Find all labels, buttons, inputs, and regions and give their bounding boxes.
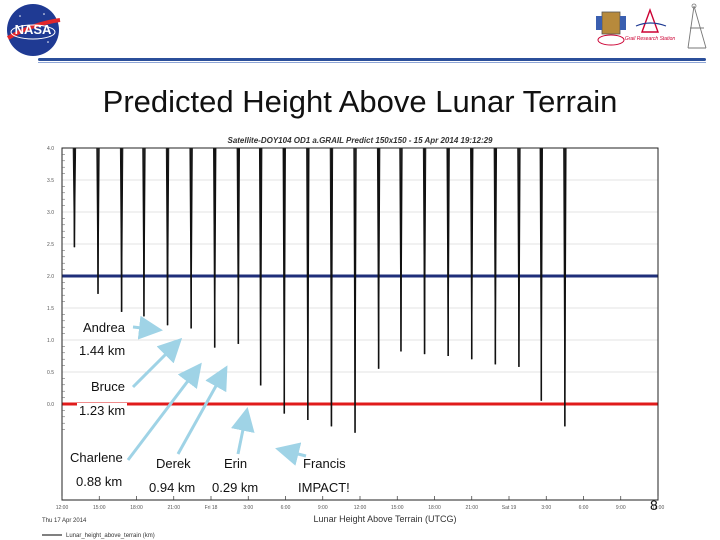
spacecraft-logo: [596, 11, 626, 46]
logo-caption: Grail Research Station: [625, 36, 676, 42]
y-tick-label: 4.0: [47, 146, 54, 152]
legend-label: Lunar_height_above_terrain (km): [66, 533, 155, 539]
x-tick-label: 12:00: [652, 505, 665, 511]
x-tick-label: 6:00: [281, 505, 291, 511]
x-tick-label: 18:00: [130, 505, 143, 511]
annotation-andrea-name: Andrea: [81, 320, 127, 335]
slide-header: NASA Grail Research Station: [0, 0, 720, 70]
annotation-erin-name: Erin: [222, 456, 250, 471]
annotation-bruce-name: Bruce: [89, 379, 127, 394]
x-tick-label: 3:00: [541, 505, 551, 511]
annotation-andrea-value: 1.44 km: [77, 343, 128, 358]
plot-frame: [61, 147, 659, 501]
chart-title: Satellite-DOY104 OD1 a.GRAIL Predict 150…: [227, 136, 493, 145]
annotation-derek-name: Derek: [154, 456, 193, 471]
svg-text:NASA: NASA: [15, 22, 52, 37]
series-height-line: [62, 147, 567, 433]
annotation-charlene-name: Charlene: [68, 450, 125, 465]
series-height: [62, 147, 567, 433]
y-tick-label: 2.5: [47, 242, 54, 248]
science-logo: [635, 7, 667, 33]
nasa-logo: NASA: [6, 4, 61, 56]
x-tick-label: 12:00: [56, 505, 69, 511]
y-tick-label: 1.0: [47, 338, 54, 344]
x-axis-label: Lunar Height Above Terrain (UTCG): [314, 514, 457, 524]
page-number: 8: [650, 497, 658, 513]
x-tick-label: 21:00: [167, 505, 180, 511]
x-tick-label: 15:00: [93, 505, 106, 511]
annotation-bruce-value: 1.23 km: [77, 403, 128, 418]
tower-drawing-logo: [687, 3, 707, 49]
y-tick-label: 3.5: [47, 178, 54, 184]
annotation-francis-name: Francis: [301, 456, 348, 471]
y-tick-label: 1.5: [47, 306, 54, 312]
axes: 0.0 0.5 1.0 1.5 2.0 2.5 3.0 3.5 4.0 12:00 15:00 18:…: [47, 146, 664, 511]
x-tick-label: Fri 18: [205, 505, 218, 511]
slide-title: Predicted Height Above Lunar Terrain: [102, 84, 618, 119]
x-tick-label: 9:00: [616, 505, 626, 511]
x-tick-label: 18:00: [428, 505, 441, 511]
x-start-label: Thu 17 Apr 2014: [42, 518, 87, 524]
x-tick-label: 3:00: [243, 505, 253, 511]
annotation-francis-value: IMPACT!: [296, 480, 352, 495]
header-rule: [38, 58, 706, 61]
y-tick-label: 3.0: [47, 210, 54, 216]
y-tick-label: 0.0: [47, 402, 54, 408]
x-tick-label: 12:00: [354, 505, 367, 511]
annotation-charlene-value: 0.88 km: [74, 474, 125, 489]
y-tick-label: 2.0: [47, 274, 54, 280]
mission-logos: Grail Research Station: [596, 3, 707, 49]
x-tick-label: 6:00: [579, 505, 589, 511]
y-tick-label: 0.5: [47, 370, 54, 376]
annotation-derek-value: 0.94 km: [147, 480, 198, 495]
x-tick-label: 15:00: [391, 505, 404, 511]
x-tick-label: Sat 19: [502, 505, 517, 511]
x-tick-label: 21:00: [465, 505, 478, 511]
header-rule-thin: [38, 62, 706, 63]
height-chart: 0.0 0.5 1.0 1.5 2.0 2.5 3.0 3.5 4.0 12:00 15:00 18:…: [42, 136, 664, 539]
x-tick-label: 9:00: [318, 505, 328, 511]
annotation-erin-value: 0.29 km: [210, 480, 261, 495]
